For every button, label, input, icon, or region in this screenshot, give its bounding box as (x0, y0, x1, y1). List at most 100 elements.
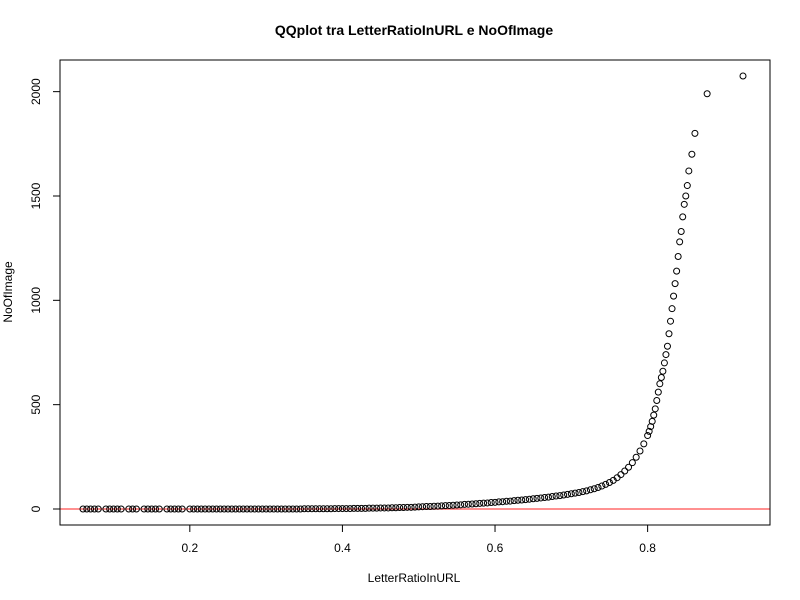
y-tick-label: 500 (29, 394, 43, 414)
data-point (155, 505, 163, 513)
data-point (369, 504, 377, 512)
data-point (683, 182, 691, 190)
data-point (499, 498, 507, 506)
data-point (660, 359, 668, 367)
data-point (434, 502, 442, 510)
data-point (193, 505, 201, 513)
data-point (262, 505, 270, 513)
data-point (667, 317, 675, 325)
data-point (132, 505, 140, 513)
data-point (79, 505, 87, 513)
data-point (190, 505, 198, 513)
data-point (648, 417, 656, 425)
data-point (640, 440, 648, 448)
data-point (308, 505, 316, 513)
data-point (151, 505, 159, 513)
data-point (544, 493, 552, 501)
data-point (653, 396, 661, 404)
data-point (665, 330, 673, 338)
data-point (621, 467, 629, 475)
data-point (403, 503, 411, 511)
data-point (209, 505, 217, 513)
data-point (676, 238, 684, 246)
data-point (602, 480, 610, 488)
data-point (453, 501, 461, 509)
data-point (331, 505, 339, 513)
data-point (125, 505, 133, 513)
data-point (529, 495, 537, 503)
data-point (673, 267, 681, 275)
data-point (590, 485, 598, 493)
data-point (560, 491, 568, 499)
data-point (522, 496, 530, 504)
data-point (605, 478, 613, 486)
data-point (316, 505, 324, 513)
chart-title: QQplot tra LetterRatioInURL e NoOfImage (275, 22, 553, 38)
data-point (659, 367, 667, 375)
data-point (461, 500, 469, 508)
data-point (235, 505, 243, 513)
data-point (644, 432, 652, 440)
data-point (650, 411, 658, 419)
data-point (579, 488, 587, 496)
data-point (186, 505, 194, 513)
data-point (472, 500, 480, 508)
data-point (674, 253, 682, 261)
data-point (518, 496, 526, 504)
data-point (396, 504, 404, 512)
data-point (266, 505, 274, 513)
data-point (407, 503, 415, 511)
data-point (502, 497, 510, 505)
data-point (304, 505, 312, 513)
data-point (564, 490, 572, 498)
data-point (682, 192, 690, 200)
data-point (514, 496, 522, 504)
data-point (110, 505, 118, 513)
data-point (171, 505, 179, 513)
data-point (556, 492, 564, 500)
data-point (464, 500, 472, 508)
data-point (617, 471, 625, 479)
data-point (468, 500, 476, 508)
data-point (703, 90, 711, 98)
data-point (335, 505, 343, 513)
y-tick-label: 2000 (29, 78, 43, 105)
data-point (90, 505, 98, 513)
data-point (625, 463, 633, 471)
x-axis: 0.2 0.4 0.6 0.8 (181, 524, 656, 555)
data-point (87, 505, 95, 513)
data-point (129, 505, 137, 513)
x-axis-label: LetterRatioInURL (368, 571, 461, 585)
data-point (654, 388, 662, 396)
data-point (449, 501, 457, 509)
data-point (679, 213, 687, 221)
data-point (201, 505, 209, 513)
x-tick-label: 0.6 (487, 541, 504, 555)
data-point (392, 504, 400, 512)
data-point (688, 150, 696, 158)
data-point (422, 502, 430, 510)
y-tick-label: 0 (29, 505, 43, 512)
y-tick-label: 1000 (29, 287, 43, 314)
data-point (342, 505, 350, 513)
data-point (384, 504, 392, 512)
data-point (178, 505, 186, 513)
data-point (274, 505, 282, 513)
data-point (668, 305, 676, 313)
plot-area (60, 72, 770, 513)
data-point (567, 490, 575, 498)
data-point (691, 129, 699, 137)
x-tick-label: 0.2 (181, 541, 198, 555)
data-point (346, 505, 354, 513)
data-point (657, 374, 665, 382)
data-point (388, 504, 396, 512)
data-point (548, 492, 556, 500)
data-point (632, 453, 640, 461)
y-tick-label: 1500 (29, 182, 43, 209)
data-point (476, 499, 484, 507)
data-point (645, 427, 653, 435)
y-axis-label: NoOfImage (1, 261, 15, 323)
data-point (300, 505, 308, 513)
data-point (552, 492, 560, 500)
data-point (296, 505, 304, 513)
